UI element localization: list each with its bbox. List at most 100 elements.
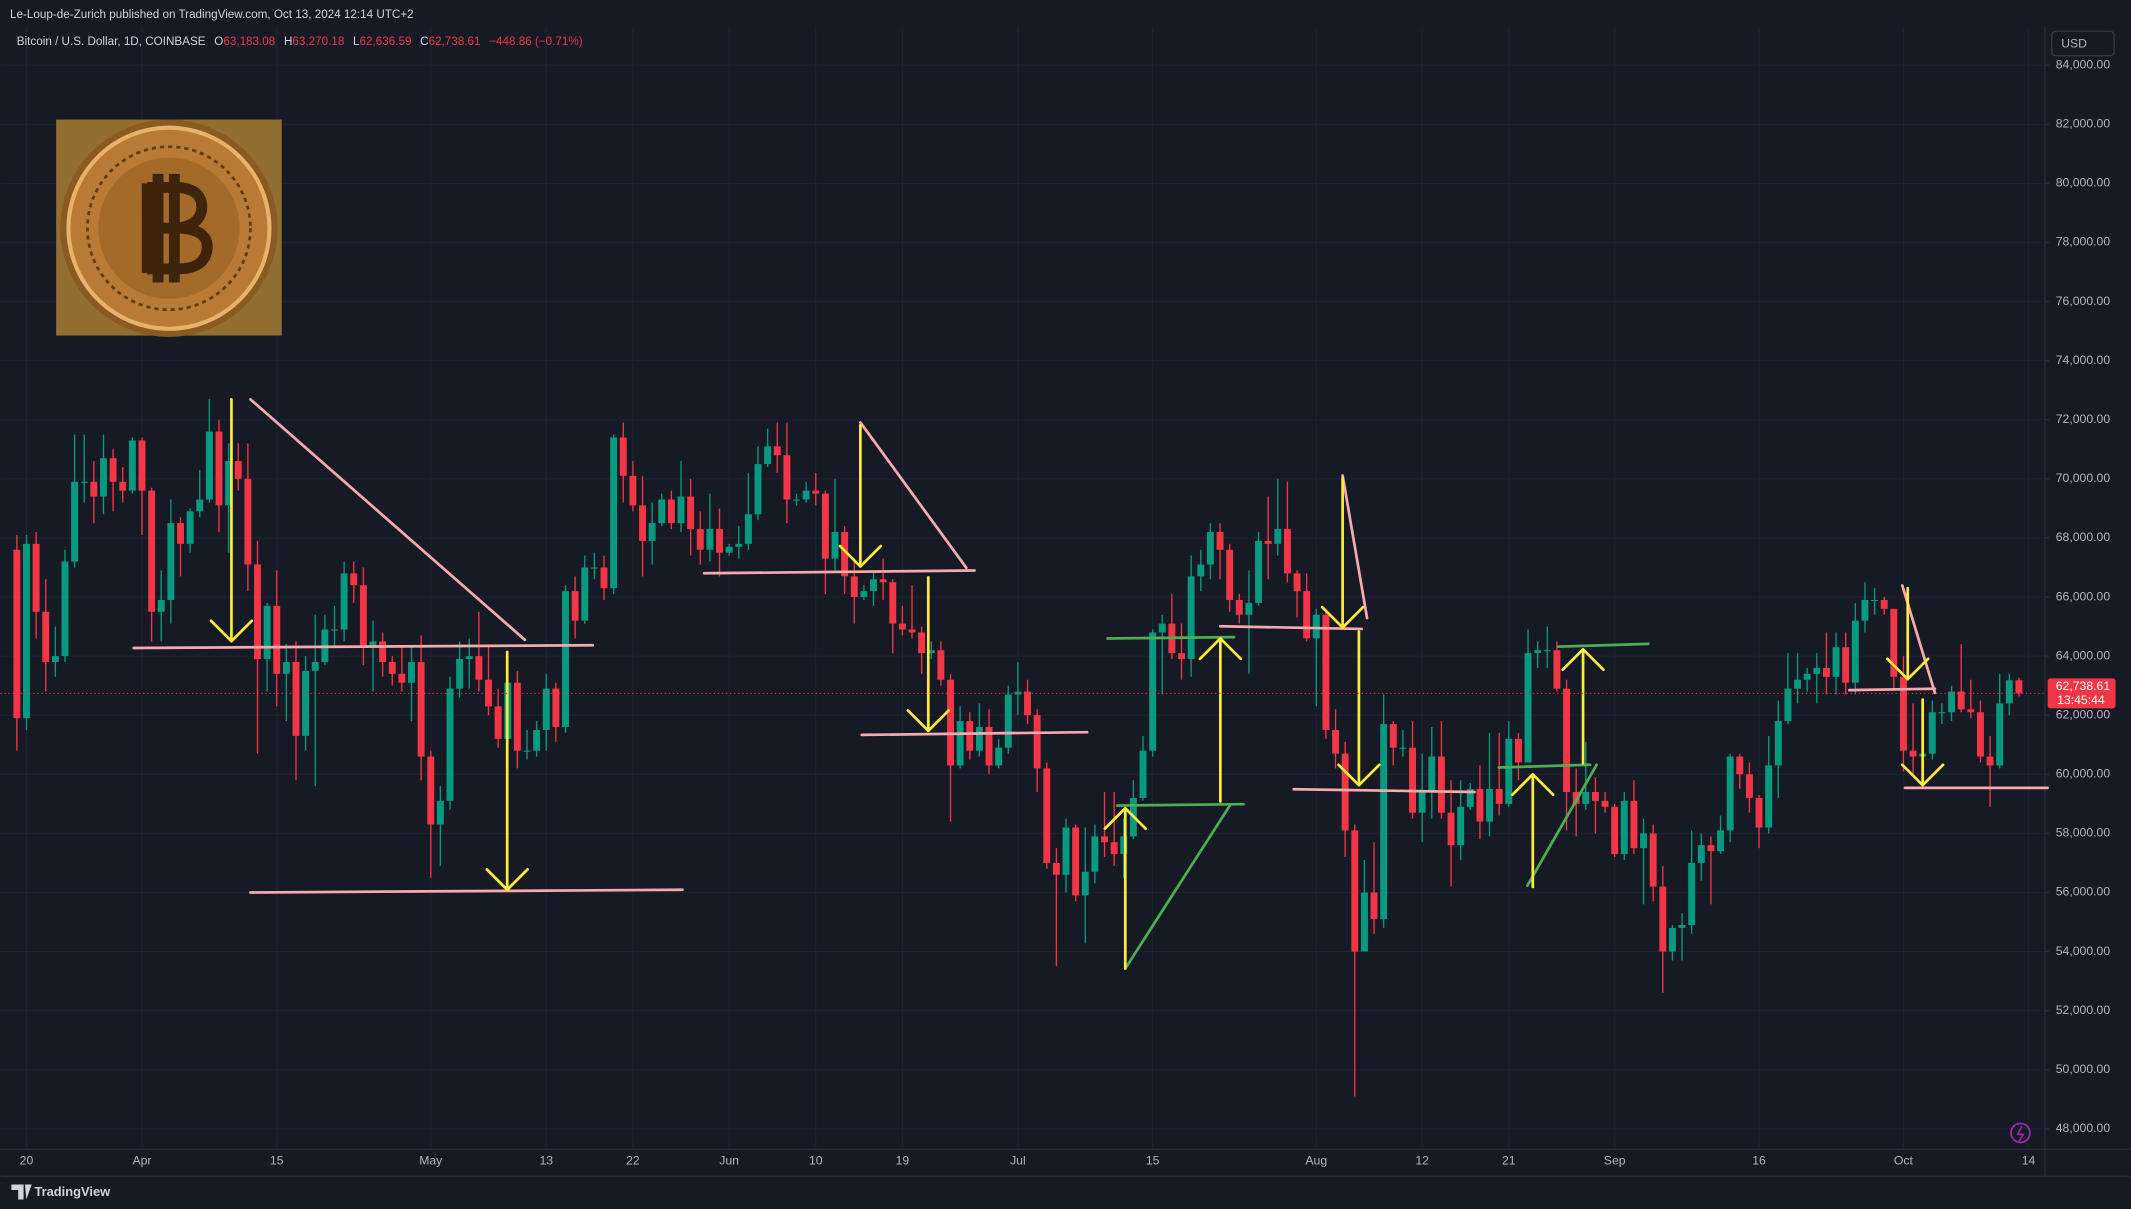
- candle-body: [523, 750, 531, 752]
- candle-body: [13, 549, 21, 719]
- x-tick-label: 15: [1146, 1154, 1160, 1168]
- currency-button[interactable]: [2051, 30, 2115, 57]
- candle-body: [167, 523, 175, 600]
- candle-body: [639, 505, 646, 541]
- candle-body: [128, 440, 136, 491]
- candle-body: [889, 582, 897, 624]
- candle-body: [1283, 529, 1291, 574]
- candle-body: [302, 670, 310, 736]
- candle-body: [879, 579, 887, 583]
- candle-body: [1120, 836, 1128, 855]
- candle-body: [196, 499, 204, 512]
- candle-body: [1794, 679, 1802, 689]
- resistance-line: [1557, 642, 1650, 648]
- candle-body: [716, 529, 723, 553]
- candle-body: [273, 605, 281, 674]
- candle-body: [1312, 614, 1320, 639]
- x-tick-label: 10: [809, 1154, 823, 1168]
- y-tick-label: 62,000.00: [2056, 707, 2111, 721]
- chart-legend: Bitcoin / U.S. Dollar, 1D, COINBASE O63,…: [17, 35, 583, 48]
- candle-body: [1909, 750, 1917, 757]
- candle-body: [860, 591, 868, 598]
- candle-body: [148, 490, 156, 612]
- candle-body: [764, 446, 772, 465]
- ohlc-value: 63,183.08: [223, 35, 275, 48]
- candle-body: [610, 437, 618, 589]
- x-tick-label: Jun: [719, 1154, 739, 1168]
- candle-body: [1332, 729, 1339, 754]
- candle-body: [1871, 599, 1879, 602]
- candle-body: [1774, 721, 1782, 766]
- candle-body: [1601, 800, 1609, 807]
- published-by: Le-Loup-de-Zurich published on TradingVi…: [10, 8, 414, 21]
- candle-body: [1659, 886, 1667, 952]
- candle-body: [1322, 614, 1330, 730]
- x-tick-label: 12: [1415, 1154, 1429, 1168]
- currency-label[interactable]: USD: [2061, 36, 2087, 50]
- candle-body: [1341, 753, 1349, 831]
- candle-body: [1611, 806, 1619, 855]
- candle-body: [1380, 724, 1388, 920]
- x-tick-label: Aug: [1305, 1154, 1327, 1168]
- arrow: [1885, 586, 1930, 681]
- candle-body: [1553, 650, 1561, 689]
- support-line: [132, 643, 595, 650]
- ohlc-value: 62,636.59: [360, 35, 412, 48]
- y-tick-label: 54,000.00: [2056, 944, 2111, 958]
- candle-body: [215, 431, 223, 506]
- candle-body: [1813, 667, 1821, 674]
- candle-body: [71, 481, 79, 562]
- x-tick-label: 21: [1502, 1154, 1516, 1168]
- candle-body: [1851, 620, 1859, 683]
- candle-body: [658, 499, 666, 524]
- last-price-box: [2047, 678, 2116, 709]
- resistance-line: [1497, 763, 1592, 769]
- candle-body: [1033, 715, 1041, 769]
- y-tick-label: 82,000.00: [2056, 117, 2111, 131]
- candle-body: [1842, 647, 1850, 683]
- candle-body: [1717, 830, 1725, 852]
- candle-body: [793, 499, 800, 501]
- candle-body: [1880, 599, 1888, 609]
- candle-body: [735, 543, 743, 547]
- candle-body: [263, 605, 271, 660]
- candle-body: [802, 490, 810, 500]
- candle-body: [1206, 532, 1214, 565]
- arrow: [1511, 772, 1555, 889]
- change-label: −448.86 (−0.71%): [489, 35, 583, 48]
- candle-body: [350, 573, 358, 586]
- candle-body: [1360, 892, 1368, 952]
- candle-body: [51, 656, 59, 663]
- candle-body: [427, 756, 435, 825]
- candle-body: [1726, 756, 1734, 831]
- candle-body: [619, 437, 627, 476]
- candle-body: [379, 641, 387, 663]
- candle-body: [542, 688, 550, 730]
- candle-body: [725, 546, 733, 553]
- candle-body: [956, 721, 964, 766]
- candle-body: [1303, 591, 1311, 639]
- candle-body: [1649, 833, 1657, 887]
- candle-body: [1697, 845, 1705, 863]
- arrow: [1103, 806, 1148, 970]
- candle-body: [1437, 756, 1445, 813]
- alert-icon[interactable]: [2010, 1122, 2031, 1144]
- y-tick-label: 58,000.00: [2056, 826, 2111, 840]
- candle-body: [408, 662, 415, 683]
- candle-body: [1457, 806, 1465, 846]
- candle-body: [1495, 789, 1503, 804]
- candle-body: [465, 656, 473, 660]
- y-tick-label: 50,000.00: [2056, 1062, 2111, 1076]
- candle-body: [1755, 797, 1763, 828]
- candle-body: [908, 629, 916, 633]
- candle-body: [1543, 650, 1551, 652]
- countdown-label: 13:45:44: [2057, 693, 2105, 707]
- ohlc-label: C: [420, 35, 428, 48]
- alert-icon-bolt: [2016, 1125, 2025, 1142]
- y-tick-label: 52,000.00: [2056, 1003, 2111, 1017]
- candle-body: [1014, 691, 1022, 695]
- candle-body: [677, 496, 685, 524]
- candle-body: [918, 632, 926, 654]
